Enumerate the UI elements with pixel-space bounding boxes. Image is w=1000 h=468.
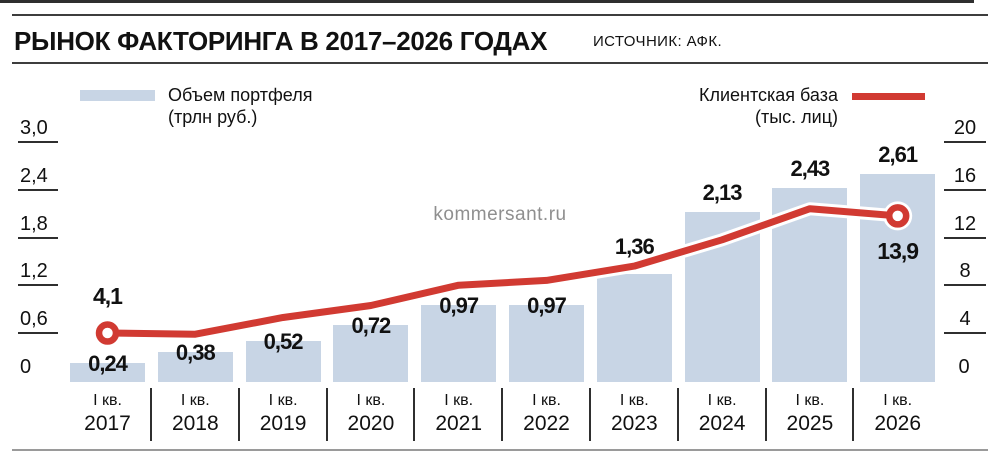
bar-2017: [70, 362, 145, 382]
x-separator-8: [852, 388, 855, 441]
x-label-year: 2025: [786, 412, 834, 435]
x-label-year: 2018: [171, 412, 219, 435]
x-label-2021: I кв. 2021: [415, 391, 503, 436]
bar-value-label-2022: 0,97: [527, 292, 567, 318]
x-label-2026: I кв. 2026: [854, 391, 942, 436]
y-tick-right-4: 4: [944, 304, 986, 335]
legend-bar-label-line1: Объем портфеля: [168, 85, 313, 105]
bar-value-label-2026: 2,61: [878, 142, 918, 168]
bar-value-label-2025: 2,43: [790, 156, 830, 182]
top-rule: [12, 14, 988, 16]
x-label-quarter: I кв.: [532, 392, 561, 409]
legend-bar-swatch: [80, 90, 155, 101]
x-separator-0: [150, 388, 152, 441]
x-separator-2: [325, 388, 328, 441]
bar-value-label-2024: 2,13: [702, 180, 743, 206]
x-label-quarter: I кв.: [180, 392, 210, 409]
legend-line-label-line2: (тыс. лиц): [754, 107, 838, 127]
x-label-quarter: I кв.: [356, 392, 386, 409]
x-label-quarter: I кв.: [444, 392, 474, 409]
x-label-2024: I кв. 2024: [678, 391, 766, 436]
legend-line-swatch: [852, 93, 925, 100]
y-tick-left-0,6: 0,6: [18, 304, 58, 335]
x-label-quarter: I кв.: [707, 392, 737, 409]
line-value-label-2017: 4,1: [93, 283, 123, 309]
x-label-2019: I кв. 2019: [239, 391, 327, 436]
y-tick-left-3,0: 3,0: [18, 113, 58, 143]
bar-value-label-2023: 1,36: [614, 234, 655, 260]
x-label-quarter: I кв.: [619, 392, 649, 409]
source-note: ИСТОЧНИК: АФК.: [593, 33, 723, 50]
watermark: kommersant.ru: [433, 204, 567, 225]
bar-2025: [772, 188, 848, 382]
legend-line-label-line1: Клиентская база: [698, 85, 838, 105]
y-tick-left-2,4: 2,4: [18, 161, 58, 191]
x-separator-7: [764, 388, 767, 441]
legend-bar-label-line2: (трлн руб.): [168, 107, 258, 127]
x-label-quarter: I кв.: [795, 392, 825, 409]
x-label-year: 2024: [698, 412, 746, 435]
x-separator-5: [589, 388, 591, 441]
y-tick-right-0: 0: [958, 356, 970, 378]
line-value-label-2026: 13,9: [877, 237, 919, 264]
bottom-rule: [12, 449, 988, 451]
bar-value-label-2017: 0,24: [88, 350, 128, 376]
x-label-year: 2026: [874, 412, 922, 435]
x-label-year: 2022: [523, 412, 570, 435]
chart-title: РЫНОК ФАКТОРИНГА В 2017–2026 ГОДАХ: [14, 26, 548, 56]
bar-value-label-2019: 0,52: [263, 328, 304, 354]
title-divider-rule: [12, 62, 988, 64]
x-label-2022: I кв. 2022: [503, 391, 591, 436]
x-label-year: 2021: [435, 412, 483, 435]
line-endpoint-marker: [95, 321, 120, 345]
x-label-2018: I кв. 2018: [151, 391, 239, 436]
bar-2026: [860, 174, 936, 382]
x-separator-4: [501, 388, 504, 441]
bar-2023: [596, 273, 672, 382]
bar-2018: [157, 351, 233, 382]
x-label-2017: I кв. 2017: [64, 391, 152, 436]
x-label-2025: I кв. 2025: [766, 391, 854, 436]
x-label-2023: I кв. 2023: [590, 391, 678, 436]
y-tick-left-1,8: 1,8: [18, 209, 58, 239]
x-label-year: 2017: [84, 412, 131, 435]
marker-casing: [93, 318, 122, 348]
x-label-year: 2019: [259, 412, 307, 435]
legend-line-label: Клиентская база (тыс. лиц): [598, 84, 838, 128]
y-tick-right-8: 8: [944, 256, 986, 287]
bar-value-label-2020: 0,72: [351, 312, 391, 338]
x-separator-3: [413, 388, 416, 441]
x-label-quarter: I кв.: [93, 392, 122, 409]
x-label-quarter: I кв.: [883, 392, 913, 409]
y-tick-left-0: 0: [20, 356, 32, 378]
y-tick-right-20: 20: [944, 113, 986, 143]
x-label-quarter: I кв.: [268, 392, 298, 409]
bar-value-label-2021: 0,97: [439, 292, 479, 318]
x-label-year: 2023: [610, 412, 658, 435]
x-axis-baseline: [0, 0, 974, 3]
x-separator-1: [237, 388, 240, 441]
y-tick-left-1,2: 1,2: [18, 256, 58, 287]
bar-value-label-2018: 0,38: [175, 339, 216, 365]
y-tick-right-16: 16: [944, 161, 986, 191]
bar-2019: [245, 340, 321, 382]
x-label-2020: I кв. 2020: [327, 391, 415, 436]
x-separator-6: [676, 388, 679, 441]
y-tick-right-12: 12: [944, 209, 986, 239]
bar-2024: [684, 212, 760, 382]
x-label-year: 2020: [347, 412, 395, 435]
legend-bar-label: Объем портфеля (трлн руб.): [168, 84, 312, 128]
